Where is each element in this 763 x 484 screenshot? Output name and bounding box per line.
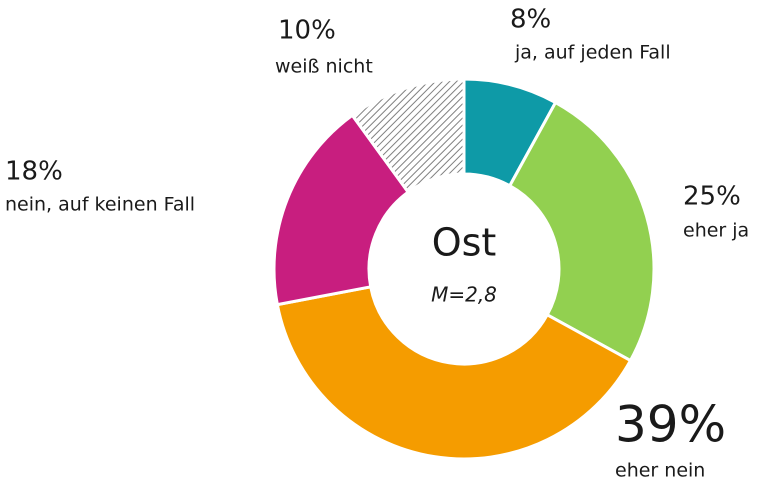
donut-slice <box>272 113 411 307</box>
value-label: 8% <box>510 5 551 35</box>
category-label: eher ja <box>683 220 749 242</box>
value-label: 10% <box>278 16 336 46</box>
category-label: eher nein <box>615 460 705 482</box>
donut-slice <box>350 77 466 195</box>
center-title: Ost <box>432 221 497 265</box>
category-label: weiß nicht <box>275 56 373 78</box>
category-label: nein, auf keinen Fall <box>5 194 195 216</box>
donut-slice <box>275 285 633 461</box>
center-subtitle: M=2,8 <box>431 283 497 307</box>
donut-slice <box>507 100 656 363</box>
value-label: 25% <box>683 182 741 212</box>
value-label: 39% <box>615 396 726 454</box>
value-label: 18% <box>5 157 63 187</box>
category-label: ja, auf jeden Fall <box>514 42 671 64</box>
